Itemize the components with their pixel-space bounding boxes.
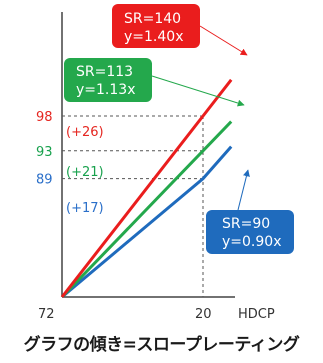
reference-lines: [62, 115, 204, 297]
callout-sr140-slope: y=1.40x: [124, 29, 183, 45]
callout-sr90-name: SR=90: [222, 216, 270, 232]
diff-label-sr140: (+26): [66, 125, 104, 140]
x-tick-label-20: 20: [195, 307, 212, 322]
chart-caption: グラフの傾き=スロープレーティング: [23, 335, 300, 355]
series-lines: [60, 78, 233, 299]
diff-label-sr90: (+17): [66, 201, 104, 216]
y-tick-label-89: 89: [36, 173, 53, 188]
callout-sr113-slope: y=1.13x: [76, 82, 135, 98]
callout-sr140-name: SR=140: [124, 11, 181, 27]
callout-sr140: SR=140 y=1.40x: [112, 4, 248, 56]
callout-sr113-name: SR=113: [76, 64, 133, 80]
callout-sr90: SR=90 y=0.90x: [206, 169, 294, 254]
x-tick-label-origin: 72: [38, 307, 55, 322]
y-tick-labels: 89 93 98: [36, 110, 53, 188]
diff-label-sr113: (+21): [66, 165, 104, 180]
callout-sr113-box: [64, 58, 152, 102]
callout-sr90-slope: y=0.90x: [222, 234, 281, 250]
series-line-sr90: [61, 145, 233, 299]
callout-sr140-box: [112, 4, 200, 48]
series-line-sr113: [60, 120, 233, 299]
y-tick-label-93: 93: [36, 145, 53, 160]
callout-sr113: SR=113 y=1.13x: [64, 58, 245, 107]
series-line-sr140: [60, 78, 233, 298]
y-tick-label-98: 98: [36, 110, 53, 125]
callout-sr90-box: [206, 210, 294, 254]
x-axis-label: HDCP: [238, 307, 275, 322]
